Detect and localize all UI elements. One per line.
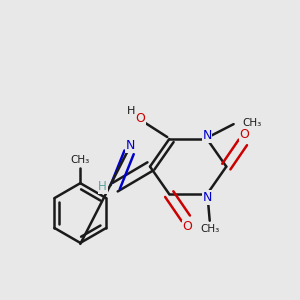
Text: N: N [126,139,135,152]
Text: N: N [202,191,212,204]
Text: H: H [98,180,107,193]
Text: O: O [135,112,145,124]
Text: CH₃: CH₃ [242,118,261,128]
Text: N: N [202,129,212,142]
Text: CH₃: CH₃ [71,155,90,165]
Text: CH₃: CH₃ [200,224,219,234]
Text: O: O [239,128,249,141]
Text: H: H [127,106,135,116]
Text: O: O [182,220,192,233]
